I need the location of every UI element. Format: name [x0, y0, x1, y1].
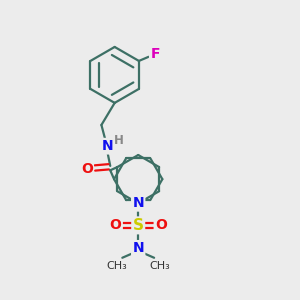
Text: O: O [110, 218, 122, 233]
Text: CH₃: CH₃ [149, 261, 170, 271]
Text: F: F [150, 47, 160, 61]
Text: N: N [101, 139, 113, 153]
Text: N: N [132, 196, 144, 210]
Text: N: N [132, 241, 144, 255]
Text: H: H [114, 134, 123, 147]
Text: O: O [155, 218, 167, 233]
Text: CH₃: CH₃ [106, 261, 128, 271]
Text: S: S [133, 218, 144, 233]
Text: O: O [81, 162, 93, 176]
